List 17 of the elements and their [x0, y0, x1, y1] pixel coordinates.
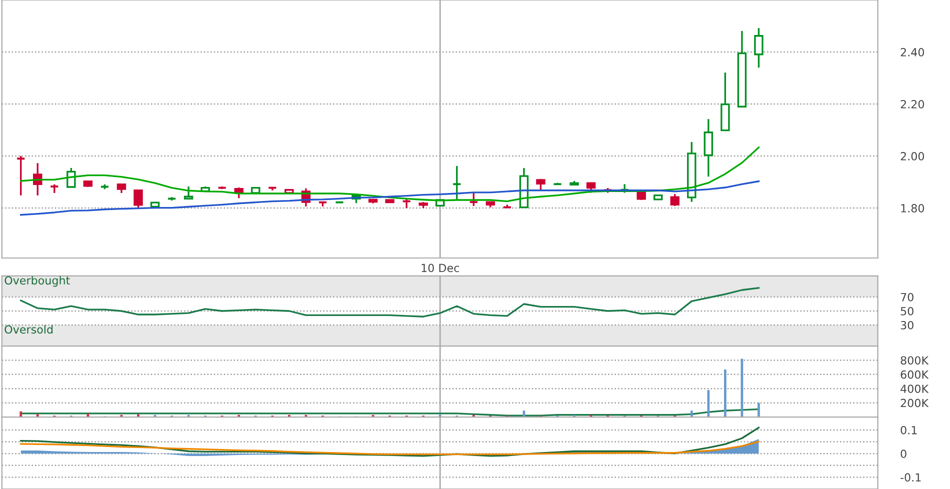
y-tick-label: 2.40 — [900, 48, 924, 56]
y-tick-label: 800K — [900, 356, 929, 365]
y-tick-label: 1.80 — [901, 204, 924, 212]
y-tick-label: 200K — [900, 398, 929, 408]
y-tick-label: 50 — [900, 306, 914, 316]
y-tick-label: 2.00 — [900, 152, 924, 160]
y-tick-label: 600K — [900, 370, 929, 379]
band-label: Overbought — [4, 276, 70, 287]
y-tick-label: 2.20 — [900, 100, 924, 108]
y-tick-label: 0 — [900, 450, 906, 458]
band-label: Oversold — [4, 325, 53, 334]
y-tick-label: -0.1 — [900, 473, 921, 482]
y-tick-label: 70 — [900, 292, 914, 302]
x-tick-label: 10 Dec — [422, 264, 459, 272]
y-tick-label: 400K — [900, 384, 929, 393]
y-tick-label: 0.1 — [900, 426, 917, 434]
y-tick-label: 30 — [900, 320, 914, 330]
